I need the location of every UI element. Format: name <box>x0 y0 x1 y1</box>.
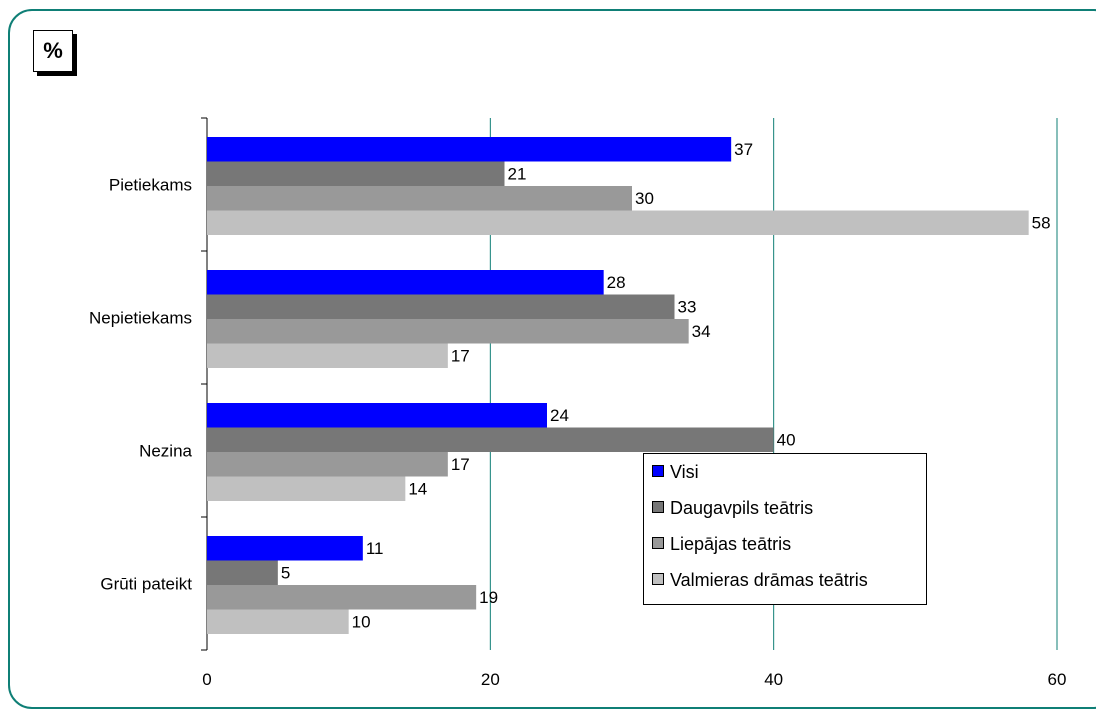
legend-item: Valmieras drāmas teātris <box>652 570 868 590</box>
data-label: 5 <box>281 564 290 583</box>
bar <box>207 270 604 295</box>
unit-label: % <box>33 30 73 72</box>
data-label: 37 <box>734 140 753 159</box>
x-tick-label: 60 <box>1048 670 1067 689</box>
legend: Visi Daugavpils teātris Liepājas teātris Va… <box>643 453 927 605</box>
data-label: 40 <box>777 431 796 450</box>
category-label: Nezina <box>139 442 192 461</box>
category-label: Nepietiekams <box>89 309 192 328</box>
data-label: 14 <box>408 480 427 499</box>
bar-chart: 0 20 40 60 Pietiekams 37 21 30 58 Nepietiekams 28 3… <box>89 117 1067 689</box>
data-label: 30 <box>635 189 654 208</box>
legend-swatch <box>652 537 664 550</box>
legend-item: Daugavpils teātris <box>652 498 813 518</box>
bar <box>207 403 547 428</box>
data-label: 11 <box>366 539 384 558</box>
bar <box>207 452 448 477</box>
legend-label: Daugavpils teātris <box>670 498 814 518</box>
data-label: 24 <box>550 406 569 425</box>
legend-swatch <box>652 501 664 514</box>
legend-swatch <box>652 573 664 586</box>
legend-label: Liepājas teātris <box>670 534 792 554</box>
category-label: Grūti pateikt <box>100 575 192 594</box>
data-label: 10 <box>352 613 371 632</box>
data-label: 34 <box>692 322 711 341</box>
x-tick-label: 0 <box>202 670 211 689</box>
data-label: 21 <box>508 165 527 184</box>
bar <box>207 210 1029 235</box>
bar <box>207 137 732 162</box>
bar <box>207 536 363 561</box>
bar <box>207 186 632 211</box>
bar <box>207 609 349 634</box>
x-tick-label: 40 <box>764 670 783 689</box>
data-label: 58 <box>1032 214 1051 233</box>
bar <box>207 560 278 585</box>
data-label: 17 <box>451 455 470 474</box>
legend-label: Valmieras drāmas teātris <box>670 570 868 590</box>
bar <box>207 319 689 344</box>
legend-swatch <box>652 465 664 478</box>
bar <box>207 427 774 452</box>
bar <box>207 294 675 319</box>
x-tick-label: 20 <box>481 670 500 689</box>
data-label: 28 <box>607 273 626 292</box>
legend-item: Liepājas teātris <box>652 534 791 554</box>
bar <box>207 476 406 501</box>
data-label: 19 <box>479 588 498 607</box>
legend-label: Visi <box>670 462 699 482</box>
bar <box>207 161 505 186</box>
data-label: 17 <box>451 347 470 366</box>
legend-item: Visi <box>652 462 699 482</box>
bar <box>207 585 477 610</box>
data-label: 33 <box>678 298 697 317</box>
category-label: Pietiekams <box>109 176 192 195</box>
bar <box>207 343 448 368</box>
